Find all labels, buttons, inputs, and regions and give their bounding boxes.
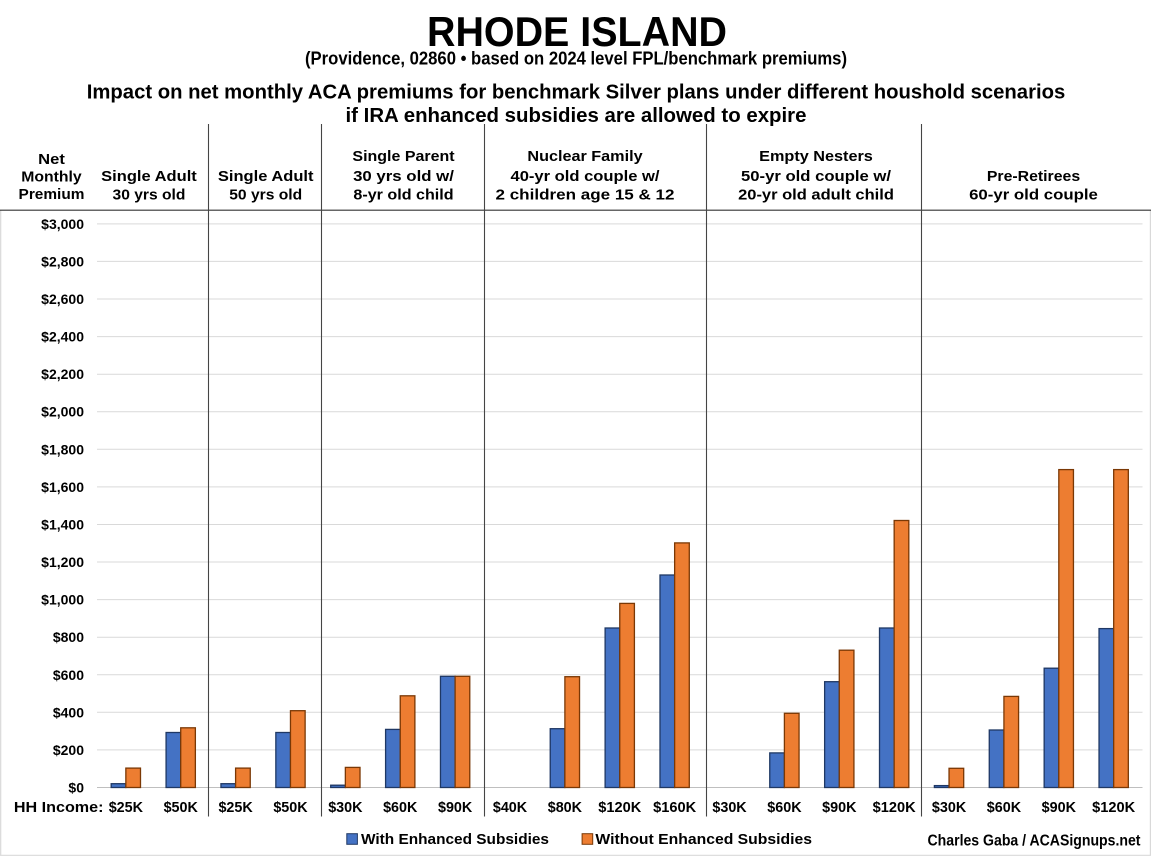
svg-text:Single Adult: Single Adult: [101, 168, 197, 185]
svg-text:$120K: $120K: [1092, 799, 1135, 816]
svg-text:Net: Net: [38, 151, 65, 168]
svg-text:$2,600: $2,600: [41, 291, 84, 307]
svg-text:RHODE ISLAND: RHODE ISLAND: [427, 8, 727, 55]
svg-text:60-yr old couple: 60-yr old couple: [969, 186, 1098, 203]
svg-text:$90K: $90K: [438, 799, 472, 816]
svg-text:$30K: $30K: [328, 799, 362, 816]
svg-text:$2,000: $2,000: [41, 404, 84, 420]
svg-text:$0: $0: [68, 780, 84, 796]
svg-text:$60K: $60K: [767, 799, 801, 816]
svg-text:With Enhanced Subsidies: With Enhanced Subsidies: [361, 831, 549, 848]
svg-text:(Providence, 02860 • based on: (Providence, 02860 • based on 2024 level…: [305, 49, 847, 69]
svg-text:$90K: $90K: [822, 799, 856, 816]
svg-text:20-yr old adult child: 20-yr old adult child: [738, 186, 894, 203]
svg-text:Monthly: Monthly: [21, 169, 82, 186]
svg-text:$1,200: $1,200: [41, 554, 84, 570]
svg-text:8-yr old child: 8-yr old child: [353, 186, 453, 203]
svg-text:$2,200: $2,200: [41, 366, 84, 382]
svg-text:$2,800: $2,800: [41, 253, 84, 269]
svg-text:$90K: $90K: [1042, 799, 1076, 816]
svg-text:$50K: $50K: [164, 799, 198, 816]
svg-text:Charles Gaba / ACASignups.net: Charles Gaba / ACASignups.net: [928, 833, 1141, 850]
svg-text:$600: $600: [53, 667, 84, 683]
svg-text:$1,400: $1,400: [41, 517, 84, 533]
svg-text:30 yrs old: 30 yrs old: [113, 186, 186, 203]
svg-text:$60K: $60K: [987, 799, 1021, 816]
svg-text:$25K: $25K: [218, 799, 252, 816]
svg-text:$3,000: $3,000: [41, 216, 84, 232]
svg-text:$160K: $160K: [653, 799, 696, 816]
svg-text:Single Parent: Single Parent: [352, 148, 454, 165]
svg-text:$60K: $60K: [383, 799, 417, 816]
svg-text:Empty Nesters: Empty Nesters: [759, 148, 873, 165]
svg-text:$800: $800: [53, 629, 84, 645]
svg-text:Impact on net monthly ACA prem: Impact on net monthly ACA premiums for b…: [87, 82, 1066, 104]
svg-text:$1,800: $1,800: [41, 441, 84, 457]
svg-text:Nuclear Family: Nuclear Family: [527, 148, 643, 165]
svg-text:Without Enhanced Subsidies: Without Enhanced Subsidies: [595, 831, 812, 848]
svg-text:2 children age 15 & 12: 2 children age 15 & 12: [496, 186, 675, 203]
svg-text:40-yr old couple w/: 40-yr old couple w/: [511, 168, 661, 185]
svg-text:$30K: $30K: [932, 799, 966, 816]
svg-text:HH Income:: HH Income:: [14, 799, 104, 816]
svg-text:$2,400: $2,400: [41, 329, 84, 345]
svg-text:$1,600: $1,600: [41, 479, 84, 495]
svg-text:$25K: $25K: [109, 799, 143, 816]
svg-text:$1,000: $1,000: [41, 592, 84, 608]
svg-text:Pre-Retirees: Pre-Retirees: [987, 168, 1080, 185]
svg-text:$120K: $120K: [598, 799, 641, 816]
svg-text:if IRA enhanced subsidies are: if IRA enhanced subsidies are allowed to…: [346, 105, 807, 127]
svg-text:$40K: $40K: [493, 799, 527, 816]
svg-text:$120K: $120K: [873, 799, 916, 816]
svg-text:Premium: Premium: [19, 186, 85, 203]
svg-text:30 yrs old w/: 30 yrs old w/: [353, 168, 455, 185]
svg-text:Single Adult: Single Adult: [218, 168, 314, 185]
svg-text:$50K: $50K: [273, 799, 307, 816]
svg-text:$30K: $30K: [712, 799, 746, 816]
svg-text:$80K: $80K: [548, 799, 582, 816]
svg-text:50-yr old couple w/: 50-yr old couple w/: [741, 168, 892, 185]
svg-text:$400: $400: [53, 704, 84, 720]
svg-text:50 yrs old: 50 yrs old: [229, 186, 302, 203]
svg-text:$200: $200: [53, 742, 84, 758]
